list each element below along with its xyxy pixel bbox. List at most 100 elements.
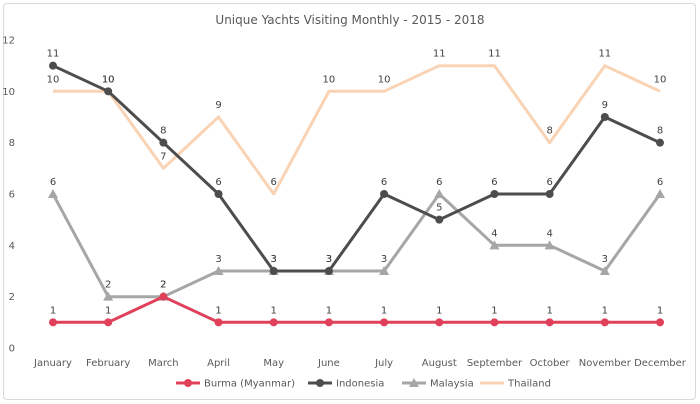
data-point xyxy=(49,318,57,327)
data-label: 3 xyxy=(326,254,332,265)
series-malaysia xyxy=(48,189,665,301)
data-point xyxy=(379,266,390,275)
data-point xyxy=(269,318,278,327)
data-point xyxy=(269,267,278,275)
data-label: 6 xyxy=(271,177,277,188)
x-tick-label: November xyxy=(579,358,632,369)
series-burma-myanmar xyxy=(49,292,664,327)
data-label: 1 xyxy=(105,305,111,316)
data-label: 4 xyxy=(546,228,552,239)
data-label: 1 xyxy=(602,305,608,316)
data-label: 8 xyxy=(160,126,166,137)
data-point xyxy=(324,318,333,327)
data-label: 6 xyxy=(381,177,387,188)
data-label: 10 xyxy=(378,74,391,85)
data-label: 2 xyxy=(160,280,166,291)
x-tick-label: June xyxy=(317,358,340,369)
data-label: 5 xyxy=(436,203,442,214)
legend-marker xyxy=(184,379,192,387)
data-label: 1 xyxy=(215,305,221,316)
data-point xyxy=(656,138,664,147)
y-tick-label: 6 xyxy=(9,190,15,201)
data-point xyxy=(599,266,610,275)
data-point xyxy=(656,318,664,327)
data-label: 9 xyxy=(602,100,608,111)
series-line xyxy=(52,64,661,273)
data-label: 1 xyxy=(381,305,387,316)
legend-entry-thailand: Thailand xyxy=(480,379,551,390)
data-label: 1 xyxy=(546,305,552,316)
series-line xyxy=(51,192,662,299)
legend-entry-malaysia: Malaysia xyxy=(402,378,474,390)
data-label: 10 xyxy=(323,74,336,85)
x-tick-label: July xyxy=(374,358,393,369)
data-point xyxy=(380,318,389,327)
data-label: 1 xyxy=(271,305,277,316)
data-label: 1 xyxy=(657,305,663,316)
data-label: 2 xyxy=(105,280,111,291)
data-point xyxy=(159,292,168,301)
data-point xyxy=(435,215,444,224)
data-point xyxy=(490,318,499,327)
x-tick-label: December xyxy=(634,358,687,369)
legend-marker xyxy=(409,378,419,387)
series-layer xyxy=(48,61,665,327)
data-label: 3 xyxy=(271,254,277,265)
data-label: 1 xyxy=(326,305,332,316)
data-label: 6 xyxy=(657,177,663,188)
data-point xyxy=(324,267,333,275)
data-label: 6 xyxy=(50,177,56,188)
legend-label: Malaysia xyxy=(430,379,474,390)
data-label: 3 xyxy=(381,254,387,265)
data-label: 3 xyxy=(271,254,277,265)
data-label: 11 xyxy=(433,49,446,60)
data-point xyxy=(545,190,554,198)
y-tick-label: 4 xyxy=(9,241,15,252)
x-axis: January February March April May June July Augu… xyxy=(33,358,687,369)
data-label: 1 xyxy=(491,305,497,316)
data-point xyxy=(434,189,445,198)
data-point xyxy=(214,318,223,327)
data-label: 3 xyxy=(602,254,608,265)
legend-entry-indonesia: Indonesia xyxy=(308,379,384,390)
data-label: 11 xyxy=(598,49,611,60)
x-tick-label: September xyxy=(467,358,523,369)
data-label: 6 xyxy=(436,177,442,188)
data-label: 2 xyxy=(160,280,166,291)
data-label: 10 xyxy=(102,74,115,85)
legend-label: Burma (Myanmar) xyxy=(204,379,295,390)
data-label: 6 xyxy=(491,177,497,188)
y-tick-label: 0 xyxy=(9,344,15,355)
data-label: 1 xyxy=(50,305,56,316)
data-point xyxy=(380,190,389,198)
y-tick-label: 10 xyxy=(2,87,15,98)
data-label: 3 xyxy=(326,254,332,265)
legend: Burma (Myanmar) Indonesia Malaysia Thailand xyxy=(176,378,551,390)
data-point xyxy=(214,190,223,198)
data-label: 10 xyxy=(102,74,115,85)
x-tick-label: October xyxy=(530,358,571,369)
x-tick-label: May xyxy=(263,358,284,369)
data-point xyxy=(49,61,57,70)
data-point xyxy=(103,291,114,301)
data-label: 11 xyxy=(488,49,501,60)
legend-label: Thailand xyxy=(507,379,551,390)
data-label: 6 xyxy=(215,177,221,188)
data-label: 11 xyxy=(47,49,60,60)
data-point xyxy=(655,189,665,198)
y-axis: 0 2 4 6 8 10 12 xyxy=(2,36,15,355)
data-point xyxy=(544,240,555,250)
data-point xyxy=(213,266,224,275)
data-point xyxy=(104,87,113,96)
x-tick-label: March xyxy=(148,358,178,369)
data-label: 10 xyxy=(654,74,667,85)
legend-label: Indonesia xyxy=(336,379,384,390)
data-point xyxy=(489,240,500,250)
data-point xyxy=(490,190,499,198)
data-point xyxy=(435,318,444,327)
y-tick-label: 2 xyxy=(9,292,15,303)
chart-title: Unique Yachts Visiting Monthly - 2015 - … xyxy=(215,13,484,27)
data-label: 10 xyxy=(47,74,60,85)
